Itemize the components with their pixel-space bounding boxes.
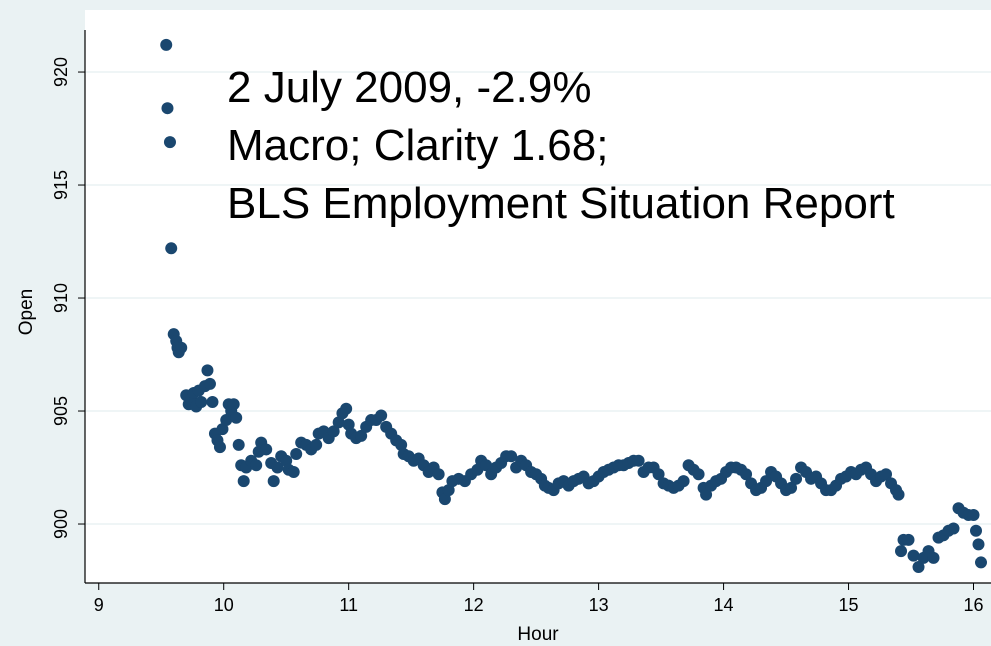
- point: [632, 454, 645, 467]
- point: [161, 102, 174, 115]
- point: [895, 545, 908, 558]
- point: [785, 481, 798, 494]
- point: [280, 454, 293, 467]
- y-axis-title: Open: [16, 289, 37, 335]
- point: [267, 475, 280, 488]
- annotation: BLS Employment Situation Report: [227, 179, 895, 228]
- point: [760, 475, 773, 488]
- x-tick-label: 16: [963, 595, 983, 615]
- point: [927, 551, 940, 564]
- point: [480, 459, 493, 472]
- point: [692, 468, 705, 481]
- x-axis-title: Hour: [517, 624, 559, 645]
- x-tick-label: 14: [714, 595, 734, 615]
- x-tick-label: 15: [839, 595, 859, 615]
- point: [237, 475, 250, 488]
- annotation: Macro; Clarity 1.68;: [227, 121, 608, 170]
- point: [290, 447, 303, 460]
- point: [505, 450, 518, 463]
- point: [160, 38, 173, 51]
- point: [271, 461, 284, 474]
- point: [972, 538, 985, 551]
- point: [227, 398, 240, 411]
- point: [975, 556, 988, 569]
- point: [216, 423, 229, 436]
- point: [355, 429, 368, 442]
- annotation: 2 July 2009, -2.9%: [227, 63, 591, 112]
- point: [195, 395, 208, 408]
- point: [203, 377, 216, 390]
- point: [232, 438, 245, 451]
- point: [310, 438, 323, 451]
- point: [220, 414, 233, 427]
- x-tick-label: 12: [464, 595, 484, 615]
- y-tick-label: 905: [51, 396, 71, 426]
- point: [947, 522, 960, 535]
- point: [970, 524, 983, 537]
- y-tick-label: 920: [51, 57, 71, 87]
- point: [340, 402, 353, 415]
- point: [438, 493, 451, 506]
- point: [907, 549, 920, 562]
- point: [165, 242, 178, 255]
- point: [327, 425, 340, 438]
- point: [432, 468, 445, 481]
- point: [213, 441, 226, 454]
- point: [880, 468, 893, 481]
- point: [892, 488, 905, 501]
- point: [201, 364, 214, 377]
- x-tick-label: 13: [589, 595, 609, 615]
- point: [163, 136, 176, 149]
- point: [967, 508, 980, 521]
- point: [287, 466, 300, 479]
- point: [700, 488, 713, 501]
- point: [332, 416, 345, 429]
- point: [375, 409, 388, 422]
- point: [260, 443, 273, 456]
- point: [175, 341, 188, 354]
- point: [442, 484, 455, 497]
- point: [230, 411, 243, 424]
- point: [652, 468, 665, 481]
- point: [912, 560, 925, 573]
- point: [740, 468, 753, 481]
- point: [206, 395, 219, 408]
- point: [677, 475, 690, 488]
- point: [902, 533, 915, 546]
- point: [342, 418, 355, 431]
- point: [790, 472, 803, 485]
- x-tick-label: 10: [214, 595, 234, 615]
- y-tick-label: 915: [51, 170, 71, 200]
- y-tick-label: 910: [51, 283, 71, 313]
- x-tick-label: 9: [94, 595, 104, 615]
- x-tick-label: 11: [339, 595, 358, 615]
- point: [395, 438, 408, 451]
- y-tick-label: 900: [51, 509, 71, 539]
- point: [250, 459, 263, 472]
